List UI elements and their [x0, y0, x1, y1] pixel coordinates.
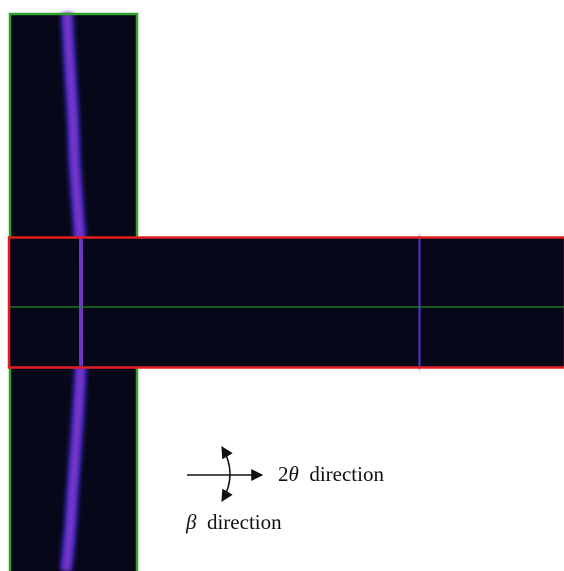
label-part: direction — [196, 510, 282, 534]
horizontal-label: 2θ direction — [278, 462, 384, 486]
label-part: 2 — [278, 462, 289, 486]
vertical-arrow — [222, 447, 230, 501]
figure: 2θ direction β direction — [0, 0, 564, 571]
diffraction-band-core — [80, 237, 82, 368]
vertical-label: β direction — [185, 510, 282, 534]
diffraction-band-core — [419, 237, 420, 368]
label-part: β — [185, 510, 197, 534]
horizontal-strip — [9, 237, 564, 368]
label-part: θ — [289, 462, 299, 486]
label-part: direction — [299, 462, 385, 486]
